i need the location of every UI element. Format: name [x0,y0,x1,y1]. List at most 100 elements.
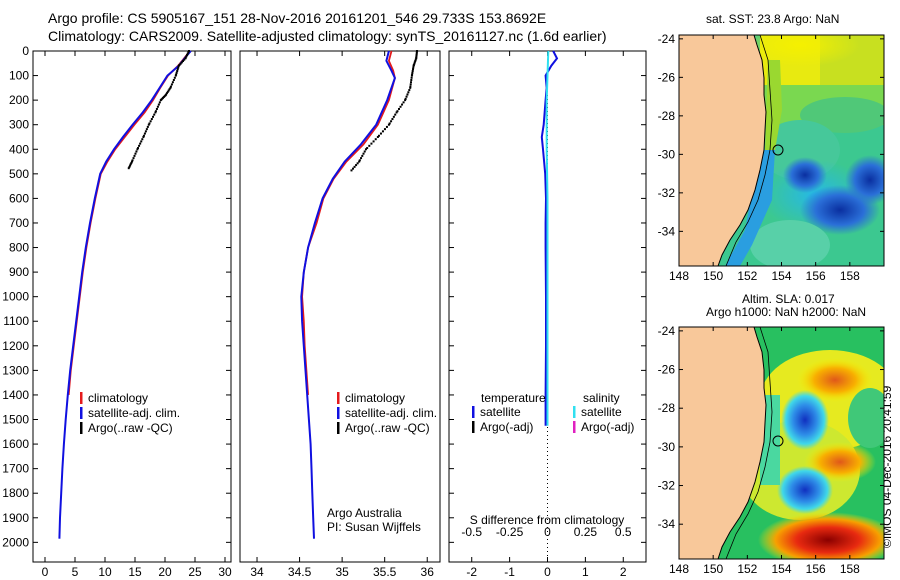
argo-data-point [143,132,146,135]
argo-data-point [152,115,155,118]
argo-data-point [144,130,147,133]
map-y-tick-label: -30 [658,440,676,454]
argo-data-point [135,150,138,153]
map-x-tick-label: 154 [771,562,791,576]
x-tick-label: -1 [504,565,515,579]
argo-data-point [355,164,358,167]
map-x-tick-label: 148 [669,562,689,576]
argo-data-point [362,152,365,155]
s-tick-label: -0.25 [496,525,524,539]
argo-data-point [186,53,189,56]
argo-data-point [176,70,179,73]
map-y-tick-label: -24 [658,324,676,338]
x-tick-label: 1 [582,565,589,579]
map-x-tick-label: 158 [840,269,860,283]
argo-data-point [414,60,417,63]
x-tick-label: 15 [128,565,142,579]
argo-data-point [169,86,172,89]
legend-label: Argo(..raw -QC) [345,421,430,435]
argo-data-point [381,130,384,133]
argo-data-point [156,105,159,108]
argo-data-point [154,111,157,114]
argo-data-point [171,81,174,84]
map-x-tick-label: 156 [806,562,826,576]
argo-data-point [402,101,405,104]
argo-data-point [358,159,361,162]
argo-data-point [366,147,369,150]
argo-data-point [147,123,150,126]
x-tick-label: 34.5 [288,565,312,579]
y-tick-label: 1600 [2,437,29,451]
sst-map: 148 150 152 154 156 158 -24 -26 -28 -30 -32 -34 [658,32,885,283]
argo-data-point [132,157,135,160]
sla-map: 148 150 152 154 156 158 -24 -26 -28 -30 -32 -34 [658,324,885,576]
legend-label: satellite [581,405,622,419]
s-tick-label: 0.25 [574,525,598,539]
argo-data-point [405,95,408,98]
argo-data-point [353,165,356,168]
s-axis-label: S difference from climatology [470,513,625,527]
y-tick-label: 2000 [2,535,29,549]
x-tick-label: 2 [620,565,627,579]
x-tick-label: 20 [158,565,172,579]
argo-data-point [130,161,133,164]
argo-data-point [140,140,143,143]
argo-data-point [416,50,419,52]
argo-data-point [188,50,190,52]
map-x-tick-label: 156 [806,269,826,283]
argo-data-point [409,81,412,84]
argo-data-point [364,148,367,151]
argo-data-point [376,135,379,138]
temperature-panel [32,50,232,563]
argo-data-point [141,138,144,141]
y-tick-label: 300 [9,118,29,132]
argo-data-point [155,107,158,110]
y-tick-label: 1300 [2,363,29,377]
argo-data-point [175,71,178,74]
y-tick-label: 100 [9,69,29,83]
map-y-tick-label: -26 [658,70,676,84]
argo-data-point [360,157,363,160]
map-y-tick-label: -34 [658,224,676,238]
legend-swatch [573,406,576,418]
argo-data-point [185,55,188,58]
map-y-tick-label: -30 [658,147,676,161]
x-tick-label: 36 [421,565,435,579]
argo-data-point [409,83,412,86]
argo-data-point [173,76,176,79]
y-tick-label: 500 [9,167,29,181]
argo-float-marker [772,144,784,156]
argo-data-point [142,134,145,137]
series-line-satellite-adj-clim- [300,50,396,539]
x-tick-label: 5 [72,565,79,579]
s-tick-label: -0.5 [461,525,482,539]
argo-data-point [374,138,377,141]
x-tick-label: -2 [466,565,477,579]
argo-data-point [169,85,172,88]
legend-label: Argo(..raw -QC) [88,421,173,435]
map-y-tick-label: -32 [658,479,676,493]
argo-data-point [415,57,418,60]
argo-data-point [177,66,180,69]
argo-data-point [168,88,171,91]
argo-data-point [399,105,402,108]
x-tick-label: 0 [544,565,551,579]
argo-data-point [363,150,366,153]
legend-label: climatology [88,391,148,405]
argo-data-point [404,99,407,102]
argo-data-point [410,76,413,79]
argo-data-point [415,51,418,54]
map-y-tick-label: -28 [658,109,676,123]
map-y-tick-label: -34 [658,517,676,531]
sla-map-subtitle: Argo h1000: NaN h2000: NaN [706,305,867,319]
argo-data-point [139,142,142,145]
argo-data-point [412,68,415,71]
y-tick-label: 400 [9,142,29,156]
legend-swatch [80,422,83,434]
argo-data-point [129,164,132,167]
argo-data-point [391,118,394,121]
map-x-tick-label: 154 [771,269,791,283]
argo-data-point [408,89,411,92]
sst-map-field [679,35,884,266]
map-y-tick-label: -26 [658,363,676,377]
